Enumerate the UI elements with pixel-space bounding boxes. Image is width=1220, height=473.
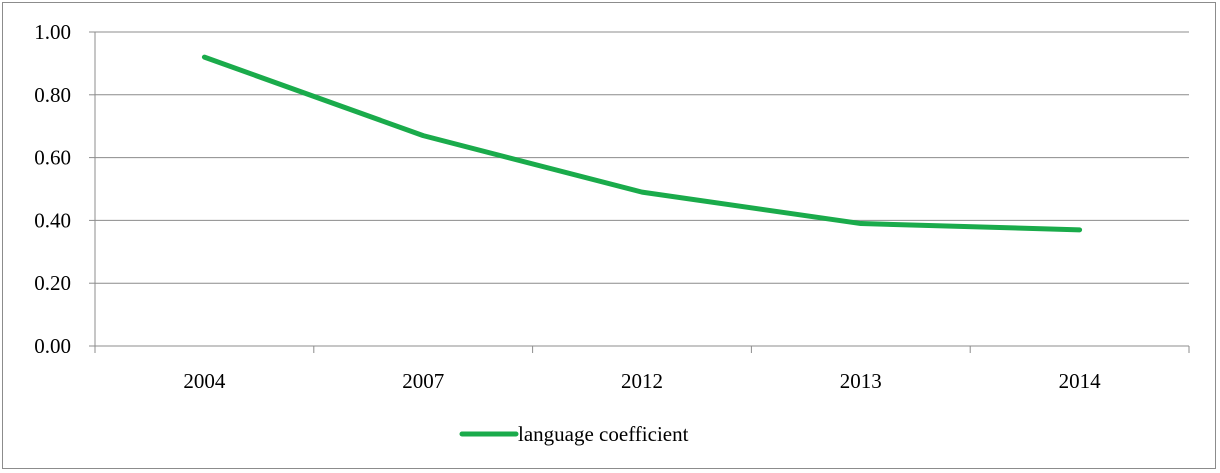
y-tick-label: 0.60 (34, 146, 71, 170)
x-tick-label: 2007 (402, 369, 444, 393)
y-tick-label: 1.00 (34, 20, 71, 44)
y-tick-label: 0.80 (34, 83, 71, 107)
x-tick-label: 2014 (1059, 369, 1102, 393)
x-tick-label: 2013 (840, 369, 882, 393)
x-tick-label: 2004 (183, 369, 226, 393)
series-layer (201, 54, 1083, 233)
x-tick-labels: 2004 2007 2012 2013 2014 (183, 369, 1101, 393)
y-tick-label: 0.40 (34, 208, 71, 232)
y-tick-label: 0.20 (34, 271, 71, 295)
axes (89, 31, 1190, 353)
series-line-0 (201, 54, 1083, 233)
y-tick-labels: 0.00 0.20 0.40 0.60 0.80 1.00 (34, 20, 71, 358)
legend-label: language coefficient (518, 422, 689, 446)
legend: language coefficient (459, 422, 689, 446)
x-tick-label: 2012 (621, 369, 663, 393)
gridlines (95, 31, 1189, 284)
y-tick-label: 0.00 (34, 334, 71, 358)
